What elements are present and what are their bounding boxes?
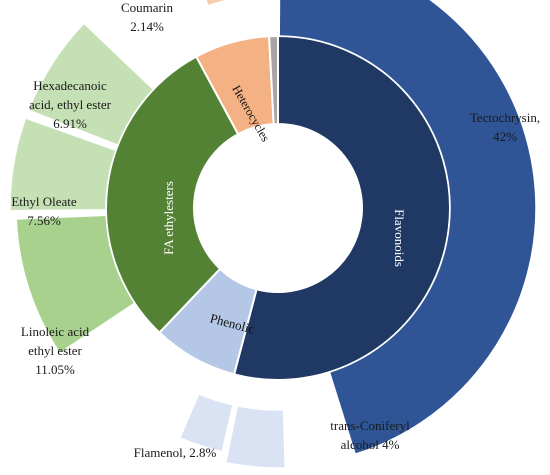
outer-segment-hexadecanoic bbox=[27, 22, 155, 147]
outer-segment-ethyl-oleate bbox=[9, 117, 117, 212]
outer-ring bbox=[9, 0, 537, 469]
outer-label-tectochrysin: Tectochrysin, 42% bbox=[470, 110, 540, 144]
outer-label-ethyl-oleate: Ethyl Oleate 7.56% bbox=[11, 194, 77, 228]
outer-label-hexadecanoic: Hexadecanoic acid, ethyl ester 6.91% bbox=[29, 78, 112, 131]
outer-segment-linoleic-acid bbox=[15, 214, 136, 355]
outer-segment-trans-coniferyl bbox=[224, 404, 287, 469]
inner-ring bbox=[105, 34, 451, 381]
outer-segment-flamenol-2-8 bbox=[178, 392, 234, 453]
outer-labels: Tectochrysin, 42% trans-Coniferyl alcohol 4… bbox=[11, 0, 540, 460]
inner-label-fa-ethylesters: FA ethylesters bbox=[161, 181, 176, 255]
outer-label-trans-coniferyl: trans-Coniferyl alcohol 4% bbox=[330, 418, 410, 452]
outer-segment-tectochrysin bbox=[278, 0, 537, 456]
outer-label-flamenol-2-8: Flamenol, 2.8% bbox=[134, 445, 217, 460]
inner-label-flavonoids: Flavonoids bbox=[392, 209, 407, 267]
outer-label-coumarin: Coumarin 2.14% bbox=[121, 0, 173, 34]
outer-segment-coumarin bbox=[205, 0, 232, 7]
outer-label-linoleic-acid: Linoleic acid ethyl ester 11.05% bbox=[21, 324, 90, 377]
inner-segment-segment-4 bbox=[268, 34, 279, 126]
